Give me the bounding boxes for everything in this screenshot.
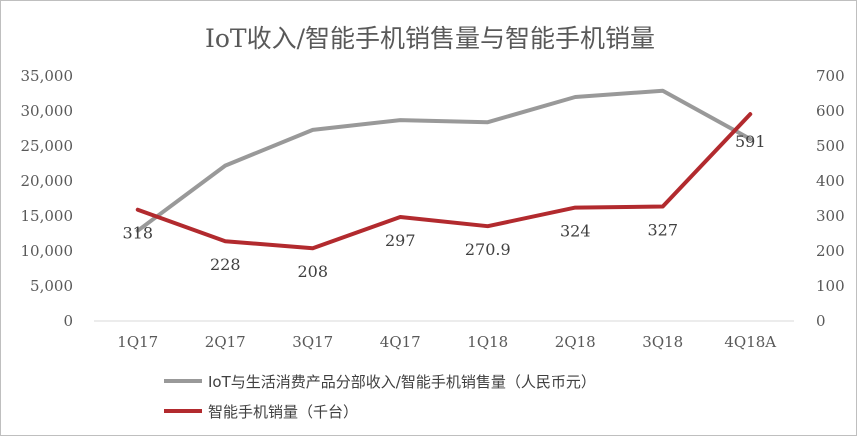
data-labels: 318 228 208 297 270.9 324 327 591	[122, 132, 765, 281]
y-left-tick-label: 20,000	[21, 172, 74, 190]
data-point	[574, 207, 576, 209]
data-point	[312, 129, 314, 131]
data-point	[662, 90, 664, 92]
series-lines	[135, 88, 753, 251]
data-label: 324	[560, 222, 591, 241]
series-line-1	[135, 112, 753, 251]
data-label: 228	[210, 255, 241, 274]
legend-label: IoT与生活消费产品分部收入/智能手机销售量（人民币元）	[208, 373, 596, 391]
data-point	[487, 121, 489, 123]
x-axis: 1Q17 2Q17 3Q17 4Q17 1Q18 2Q18 3Q18 4Q18A	[94, 320, 794, 351]
y-right-tick-label: 100	[816, 277, 845, 295]
y-left-tick-label: 25,000	[21, 137, 74, 155]
y-right-tick-label: 600	[816, 102, 845, 120]
x-tick-label: 4Q17	[380, 333, 421, 351]
chart-title: IoT收入/智能手机销售量与智能手机销量	[205, 24, 655, 53]
data-label: 318	[122, 224, 153, 243]
data-label: 297	[385, 231, 416, 250]
x-tick-label: 1Q17	[117, 333, 158, 351]
y-right-tick-label: 0	[816, 312, 826, 330]
series-line-0	[135, 88, 753, 233]
data-point	[137, 230, 139, 232]
y-right-tick-label: 200	[816, 242, 845, 260]
data-label: 270.9	[465, 240, 511, 259]
x-tick-label: 3Q18	[642, 333, 683, 351]
y-left-tick-label: 10,000	[21, 242, 74, 260]
y-left-tick-label: 35,000	[21, 67, 74, 85]
data-point	[749, 138, 751, 140]
data-point	[312, 247, 314, 249]
data-point	[137, 209, 139, 211]
data-label: 591	[735, 132, 766, 151]
data-point	[399, 119, 401, 121]
y-right-tick-label: 700	[816, 67, 845, 85]
x-tick-label: 1Q18	[467, 333, 508, 351]
y-right-tick-label: 300	[816, 207, 845, 225]
y-right-tick-label: 400	[816, 172, 845, 190]
data-point	[224, 240, 226, 242]
data-point	[574, 96, 576, 98]
legend: IoT与生活消费产品分部收入/智能手机销售量（人民币元） 智能手机销量（千台）	[164, 373, 596, 421]
data-point	[399, 216, 401, 218]
x-tick-label: 4Q18A	[724, 333, 776, 351]
data-label: 208	[297, 262, 328, 281]
x-tick-label: 2Q18	[555, 333, 596, 351]
x-tick-label: 2Q17	[205, 333, 246, 351]
y-left-tick-label: 15,000	[21, 207, 74, 225]
y-right-tick-label: 500	[816, 137, 845, 155]
y-left-tick-label: 30,000	[21, 102, 74, 120]
data-point	[749, 113, 751, 115]
data-label: 327	[647, 221, 678, 240]
y-left-tick-label: 5,000	[30, 277, 73, 295]
data-point	[224, 165, 226, 167]
y-left-tick-label: 0	[63, 312, 73, 330]
x-tick-label: 3Q17	[292, 333, 333, 351]
legend-label: 智能手机销量（千台）	[208, 403, 358, 421]
left-axis: 0 5,000 10,000 15,000 20,000 25,000 30,000 35,0…	[21, 67, 74, 330]
right-axis: 0 100 200 300 400 500 600 700	[816, 67, 845, 330]
data-point	[487, 225, 489, 227]
data-point	[662, 206, 664, 208]
